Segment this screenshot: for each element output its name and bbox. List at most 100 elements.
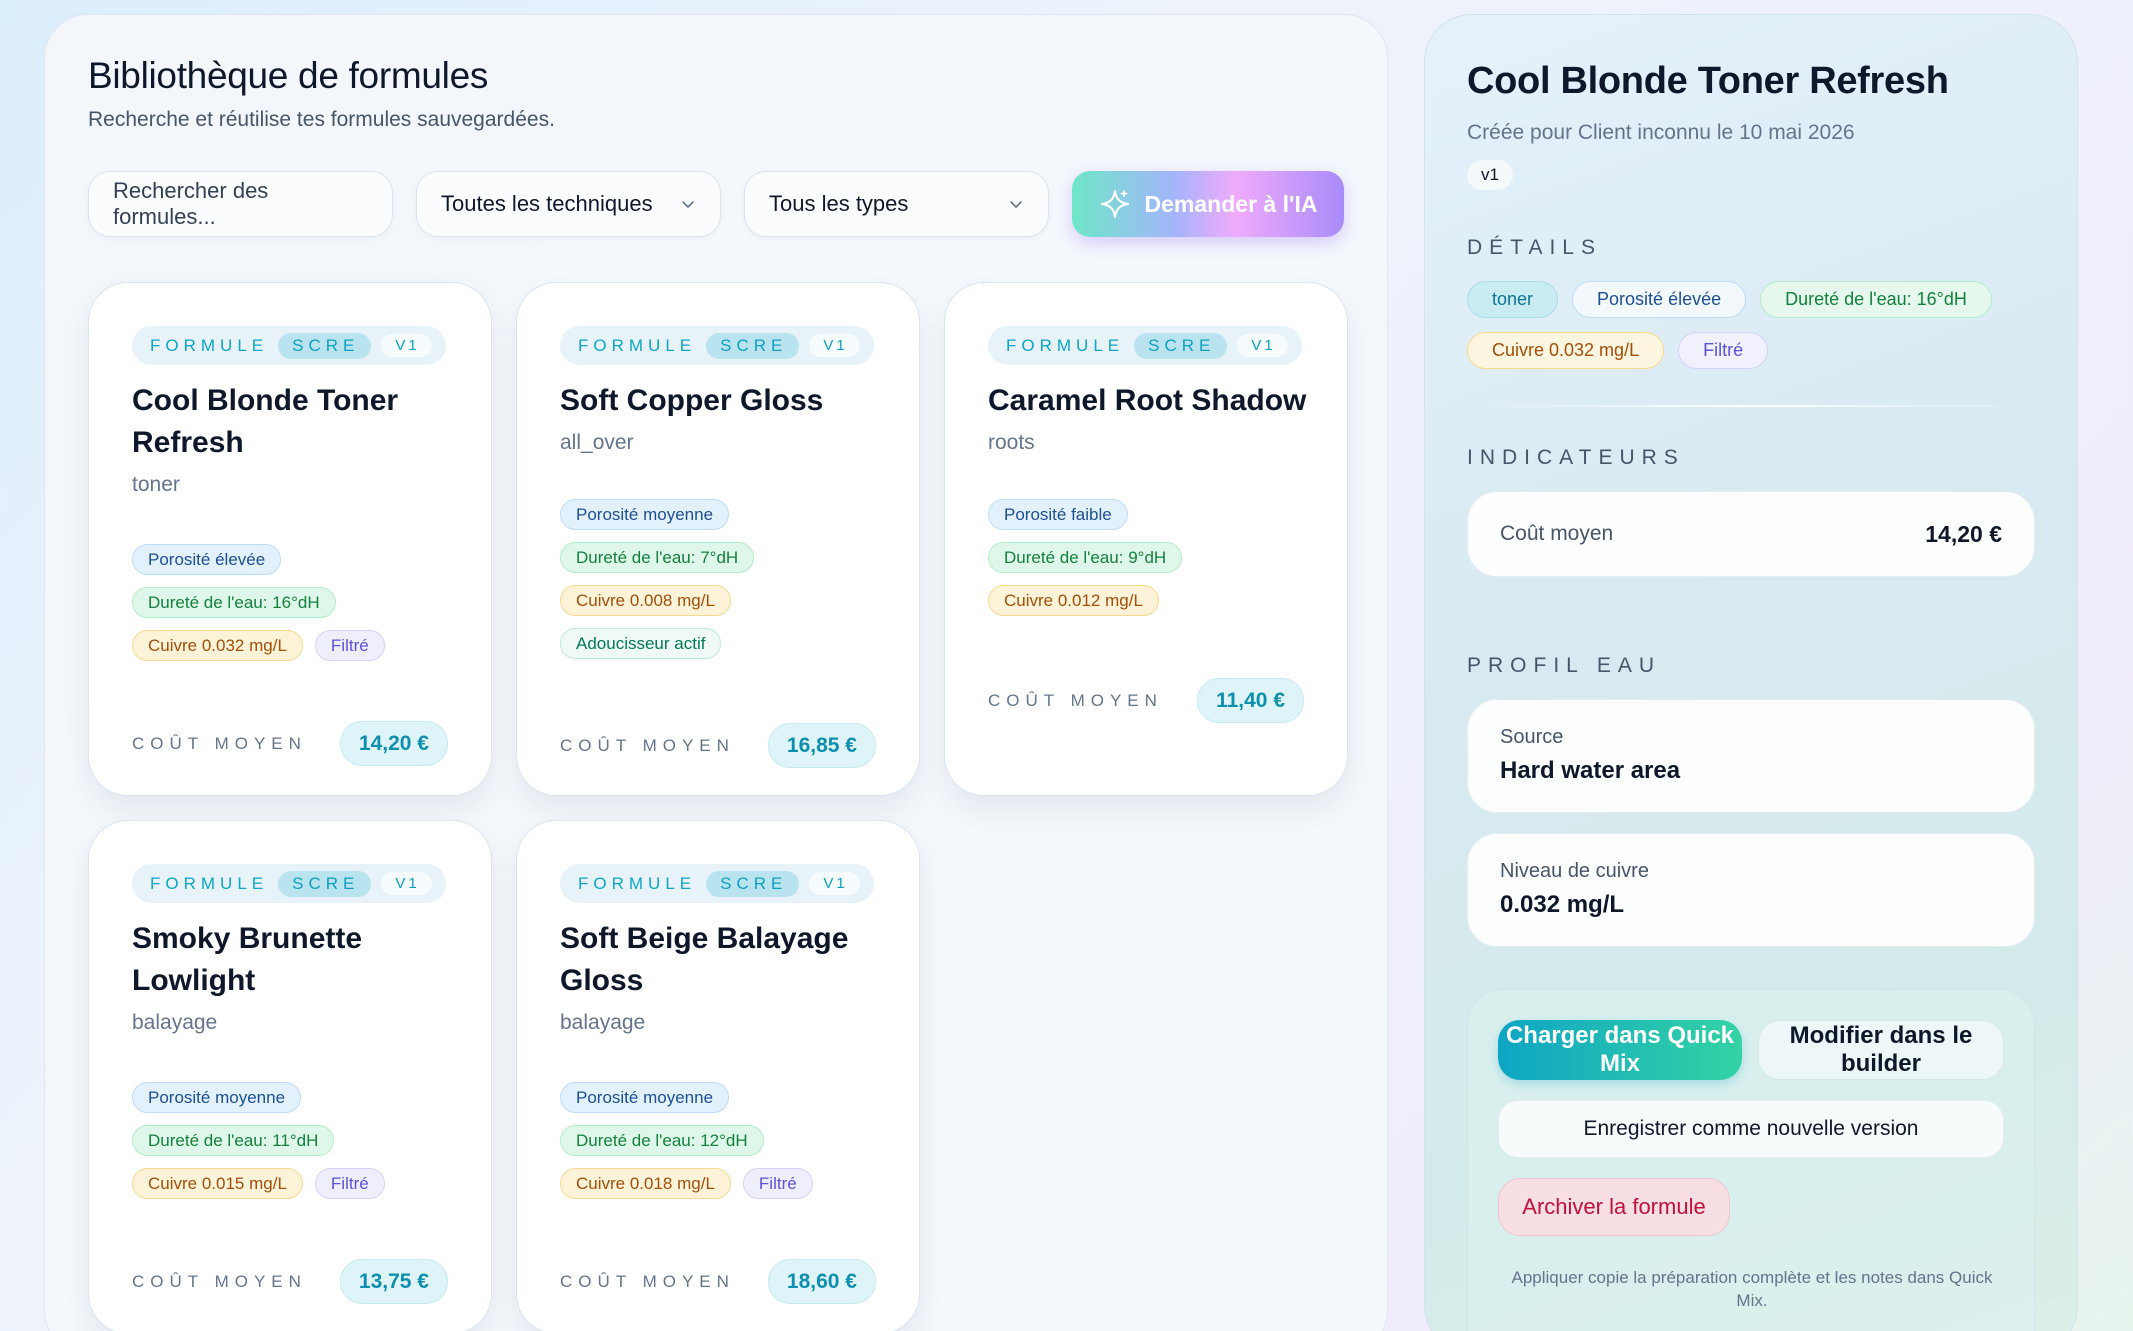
average-cost-value: 14,20 €	[1925, 520, 2002, 547]
page-subtitle: Recherche et réutilise tes formules sauv…	[88, 108, 555, 131]
technique-chip: toner	[1467, 281, 1559, 318]
water-source-card: Source Hard water area	[1467, 699, 2035, 813]
formula-name: Caramel Root Shadow	[988, 384, 1307, 417]
formula-name: Soft Beige Balayage Gloss	[560, 922, 849, 997]
formula-technique: all_over	[560, 431, 634, 454]
formula-library-panel: Bibliothèque de formules Recherche et ré…	[44, 14, 1388, 1331]
version-badge: V1	[809, 334, 860, 357]
copper-chip: Cuivre 0.032 mg/L	[132, 630, 303, 661]
porosity-chip: Porosité moyenne	[132, 1082, 302, 1113]
formula-tagline: FORMULE SCRE V1	[132, 864, 446, 903]
average-cost-label: COÛT MOYEN	[132, 733, 307, 753]
formula-chips: Porosité moyenne Dureté de l'eau: 12°dH …	[560, 1082, 890, 1199]
formula-name: Soft Copper Gloss	[560, 384, 824, 417]
formula-card[interactable]: FORMULE SCRE V1 Soft Copper Gloss all_ov…	[516, 282, 920, 796]
technique-select-value: Toutes les techniques	[441, 191, 653, 216]
softener-chip: Adoucisseur actif	[560, 628, 722, 659]
formula-actions: Charger dans Quick Mix Modifier dans le …	[1467, 989, 2035, 1331]
page-title: Bibliothèque de formules	[88, 55, 489, 96]
average-cost: COÛT MOYEN 13,75 €	[132, 1259, 448, 1304]
formula-technique: roots	[988, 431, 1035, 454]
porosity-chip: Porosité moyenne	[560, 1082, 730, 1113]
formula-label: FORMULE	[1006, 335, 1125, 355]
detail-subtitle: Créée pour Client inconnu le 10 mai 2026	[1467, 121, 1855, 144]
average-cost-label: COÛT MOYEN	[560, 1271, 735, 1291]
formula-tagline: FORMULE SCRE V1	[560, 326, 874, 365]
archive-formula-button[interactable]: Archiver la formule	[1498, 1178, 1730, 1236]
average-cost: COÛT MOYEN 14,20 €	[132, 721, 448, 766]
formula-code-badge: SCRE	[278, 870, 372, 897]
version-badge: V1	[809, 872, 860, 895]
version-badge: v1	[1467, 160, 1513, 190]
average-cost-value: 16,85 €	[767, 723, 876, 768]
average-cost-value: 18,60 €	[767, 1259, 876, 1304]
version-badge: V1	[1237, 334, 1288, 357]
water-hardness-chip: Dureté de l'eau: 11°dH	[132, 1125, 335, 1156]
formula-technique: balayage	[132, 1011, 218, 1034]
formula-code-badge: SCRE	[706, 332, 800, 359]
average-cost-value: 11,40 €	[1197, 678, 1304, 723]
average-cost-label: Coût moyen	[1500, 522, 1614, 545]
porosity-chip: Porosité moyenne	[560, 499, 730, 530]
formula-label: FORMULE	[578, 873, 697, 893]
formula-tagline: FORMULE SCRE V1	[560, 864, 874, 903]
average-cost: COÛT MOYEN 16,85 €	[560, 723, 876, 768]
formula-name: Smoky Brunette Lowlight	[132, 922, 363, 997]
chevron-down-icon	[682, 201, 694, 208]
edit-builder-button[interactable]: Modifier dans le builder	[1758, 1020, 2004, 1080]
filtered-chip: Filtré	[314, 630, 385, 661]
section-divider	[1467, 405, 2035, 407]
filtered-chip: Filtré	[742, 1168, 813, 1199]
ask-ai-label: Demander à l'IA	[1144, 190, 1318, 217]
average-cost-label: COÛT MOYEN	[988, 690, 1163, 710]
filtered-chip: Filtré	[1678, 332, 1769, 369]
ask-ai-button[interactable]: Demander à l'IA	[1072, 171, 1344, 237]
version-badge: V1	[381, 334, 432, 357]
water-hardness-chip: Dureté de l'eau: 9°dH	[988, 542, 1183, 573]
formula-label: FORMULE	[150, 335, 269, 355]
version-badge: V1	[381, 872, 432, 895]
formula-label: FORMULE	[578, 335, 697, 355]
formula-technique: balayage	[560, 1011, 646, 1034]
porosity-chip: Porosité élevée	[132, 544, 282, 575]
load-quick-mix-button[interactable]: Charger dans Quick Mix	[1498, 1020, 1742, 1080]
formula-card[interactable]: FORMULE SCRE V1 Cool Blonde Toner Refres…	[88, 282, 492, 796]
apply-hint: Appliquer copie la préparation complète …	[1511, 1268, 1993, 1310]
formula-detail-panel: Cool Blonde Toner Refresh Créée pour Cli…	[1424, 14, 2078, 1331]
formula-chips: Porosité élevée Dureté de l'eau: 16°dH C…	[132, 544, 462, 661]
formula-chips: Porosité faible Dureté de l'eau: 9°dH Cu…	[988, 499, 1318, 616]
water-hardness-chip: Dureté de l'eau: 16°dH	[1760, 281, 1992, 318]
formula-code-badge: SCRE	[1134, 332, 1228, 359]
sparkle-icon	[1100, 189, 1129, 219]
details-heading: DÉTAILS	[1467, 236, 1602, 259]
formula-code-badge: SCRE	[278, 332, 372, 359]
formula-card[interactable]: FORMULE SCRE V1 Smoky Brunette Lowlight …	[88, 820, 492, 1331]
technique-select[interactable]: Toutes les techniques	[416, 171, 721, 237]
chevron-down-icon	[1010, 201, 1022, 208]
water-profile-heading: PROFIL EAU	[1467, 654, 1662, 677]
average-cost: COÛT MOYEN 11,40 €	[988, 678, 1304, 723]
detail-chips: toner Porosité élevée Dureté de l'eau: 1…	[1467, 281, 2027, 369]
indicators-heading: INDICATEURS	[1467, 446, 1685, 469]
copper-chip: Cuivre 0.018 mg/L	[560, 1168, 731, 1199]
type-select[interactable]: Tous les types	[744, 171, 1049, 237]
save-new-version-button[interactable]: Enregistrer comme nouvelle version	[1498, 1100, 2004, 1158]
formula-card[interactable]: FORMULE SCRE V1 Caramel Root Shadow root…	[944, 282, 1348, 796]
porosity-chip: Porosité faible	[988, 499, 1128, 530]
formula-chips: Porosité moyenne Dureté de l'eau: 11°dH …	[132, 1082, 462, 1199]
formula-card[interactable]: FORMULE SCRE V1 Soft Beige Balayage Glos…	[516, 820, 920, 1331]
average-cost-label: COÛT MOYEN	[560, 735, 735, 755]
copper-chip: Cuivre 0.032 mg/L	[1467, 332, 1665, 369]
water-source-value: Hard water area	[1500, 757, 1681, 784]
formula-label: FORMULE	[150, 873, 269, 893]
copper-level-value: 0.032 mg/L	[1500, 891, 1625, 918]
formula-chips: Porosité moyenne Dureté de l'eau: 7°dH C…	[560, 499, 890, 659]
type-select-value: Tous les types	[769, 191, 909, 216]
water-source-label: Source	[1500, 726, 1564, 748]
detail-title: Cool Blonde Toner Refresh	[1467, 60, 1949, 102]
search-input[interactable]: Rechercher des formules...	[88, 171, 393, 237]
formula-tagline: FORMULE SCRE V1	[132, 326, 446, 365]
average-cost-value: 14,20 €	[339, 721, 448, 766]
formula-code-badge: SCRE	[706, 870, 800, 897]
average-cost-label: COÛT MOYEN	[132, 1271, 307, 1291]
